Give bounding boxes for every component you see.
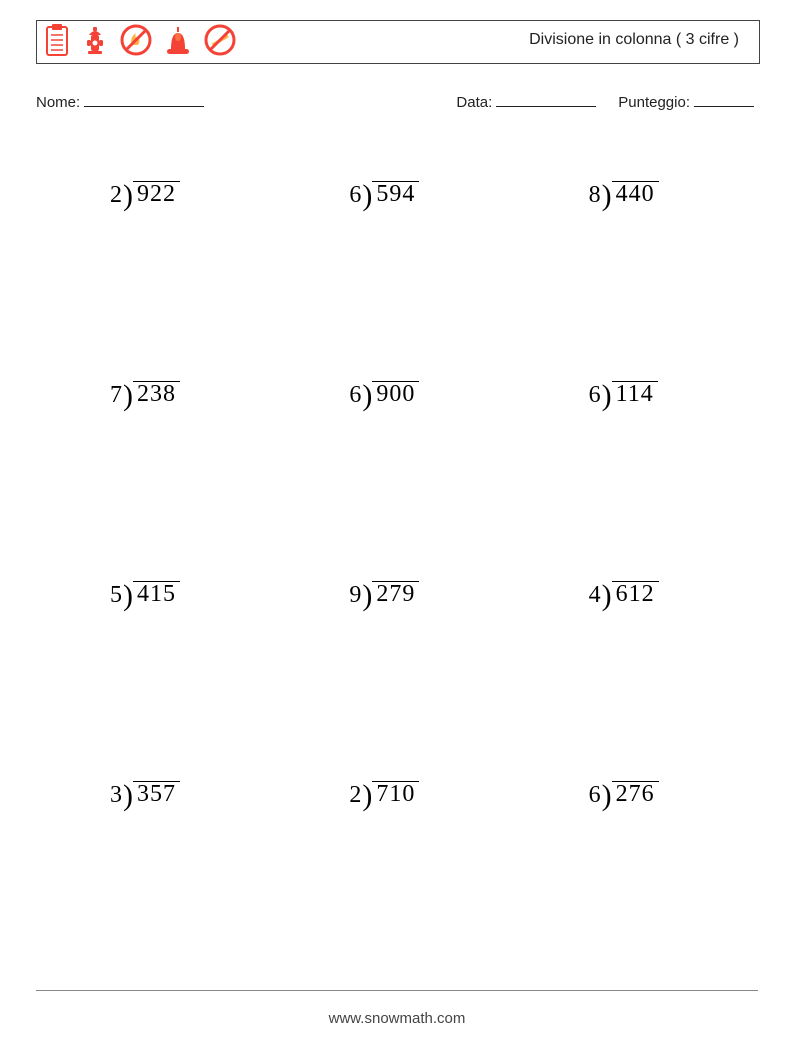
division-bracket: ) bbox=[362, 781, 372, 811]
divisor: 6 bbox=[589, 783, 601, 807]
division-bracket: ) bbox=[602, 181, 612, 211]
division-problem: 7)238 bbox=[110, 378, 180, 408]
worksheet-title: Divisione in colonna ( 3 cifre ) bbox=[529, 31, 739, 49]
dividend: 440 bbox=[612, 181, 659, 206]
division-bracket: ) bbox=[602, 781, 612, 811]
name-label: Nome: bbox=[36, 94, 80, 111]
problem-cell: 3)357 bbox=[40, 760, 279, 960]
problem-cell: 7)238 bbox=[40, 360, 279, 560]
problem-cell: 4)612 bbox=[519, 560, 758, 760]
dividend: 612 bbox=[612, 581, 659, 606]
dividend: 594 bbox=[372, 181, 419, 206]
divisor: 6 bbox=[349, 183, 361, 207]
problem-cell: 5)415 bbox=[40, 560, 279, 760]
date-blank[interactable] bbox=[496, 92, 596, 107]
siren-icon bbox=[163, 23, 193, 62]
division-bracket: ) bbox=[602, 581, 612, 611]
clipboard-icon bbox=[43, 23, 71, 62]
problem-cell: 9)279 bbox=[279, 560, 518, 760]
dividend: 238 bbox=[133, 381, 180, 406]
divisor: 9 bbox=[349, 583, 361, 607]
division-problem: 6)276 bbox=[589, 778, 659, 808]
division-problem: 3)357 bbox=[110, 778, 180, 808]
division-bracket: ) bbox=[362, 581, 372, 611]
problem-cell: 6)114 bbox=[519, 360, 758, 560]
division-bracket: ) bbox=[123, 381, 133, 411]
division-bracket: ) bbox=[362, 381, 372, 411]
dividend: 114 bbox=[612, 381, 658, 406]
worksheet-page: Divisione in colonna ( 3 cifre ) Nome: D… bbox=[0, 0, 794, 1053]
footer-text: www.snowmath.com bbox=[0, 1010, 794, 1027]
division-problem: 6)900 bbox=[349, 378, 419, 408]
problem-cell: 8)440 bbox=[519, 160, 758, 360]
division-problem: 4)612 bbox=[589, 578, 659, 608]
dividend: 710 bbox=[372, 781, 419, 806]
division-problem: 2)710 bbox=[349, 778, 419, 808]
divisor: 7 bbox=[110, 383, 122, 407]
footer-divider bbox=[36, 990, 758, 991]
problem-cell: 6)276 bbox=[519, 760, 758, 960]
division-problem: 6)594 bbox=[349, 178, 419, 208]
divisor: 5 bbox=[110, 583, 122, 607]
problem-cell: 6)900 bbox=[279, 360, 518, 560]
name-blank[interactable] bbox=[84, 92, 204, 107]
dividend: 922 bbox=[133, 181, 180, 206]
header-icons bbox=[43, 25, 237, 59]
score-label: Punteggio: bbox=[618, 94, 690, 111]
no-smoking-icon bbox=[203, 23, 237, 62]
division-problem: 2)922 bbox=[110, 178, 180, 208]
problem-cell: 2)922 bbox=[40, 160, 279, 360]
divisor: 3 bbox=[110, 783, 122, 807]
dividend: 279 bbox=[372, 581, 419, 606]
score-blank[interactable] bbox=[694, 92, 754, 107]
division-bracket: ) bbox=[123, 581, 133, 611]
division-problem: 5)415 bbox=[110, 578, 180, 608]
problem-cell: 6)594 bbox=[279, 160, 518, 360]
dividend: 900 bbox=[372, 381, 419, 406]
divisor: 4 bbox=[589, 583, 601, 607]
date-label: Data: bbox=[456, 94, 492, 111]
dividend: 415 bbox=[133, 581, 180, 606]
division-bracket: ) bbox=[123, 781, 133, 811]
problems-grid: 2)922 6)594 8)440 7)238 6)900 6)114 bbox=[40, 160, 758, 960]
division-bracket: ) bbox=[602, 381, 612, 411]
header-box: Divisione in colonna ( 3 cifre ) bbox=[36, 20, 760, 64]
hydrant-icon bbox=[81, 23, 109, 62]
division-bracket: ) bbox=[123, 181, 133, 211]
division-problem: 6)114 bbox=[589, 378, 658, 408]
division-problem: 9)279 bbox=[349, 578, 419, 608]
info-line: Nome: Data: Punteggio: bbox=[36, 92, 758, 111]
problem-cell: 2)710 bbox=[279, 760, 518, 960]
divisor: 2 bbox=[110, 183, 122, 207]
divisor: 6 bbox=[349, 383, 361, 407]
divisor: 8 bbox=[589, 183, 601, 207]
divisor: 6 bbox=[589, 383, 601, 407]
dividend: 276 bbox=[612, 781, 659, 806]
no-fire-icon bbox=[119, 23, 153, 62]
division-problem: 8)440 bbox=[589, 178, 659, 208]
division-bracket: ) bbox=[362, 181, 372, 211]
divisor: 2 bbox=[349, 783, 361, 807]
dividend: 357 bbox=[133, 781, 180, 806]
